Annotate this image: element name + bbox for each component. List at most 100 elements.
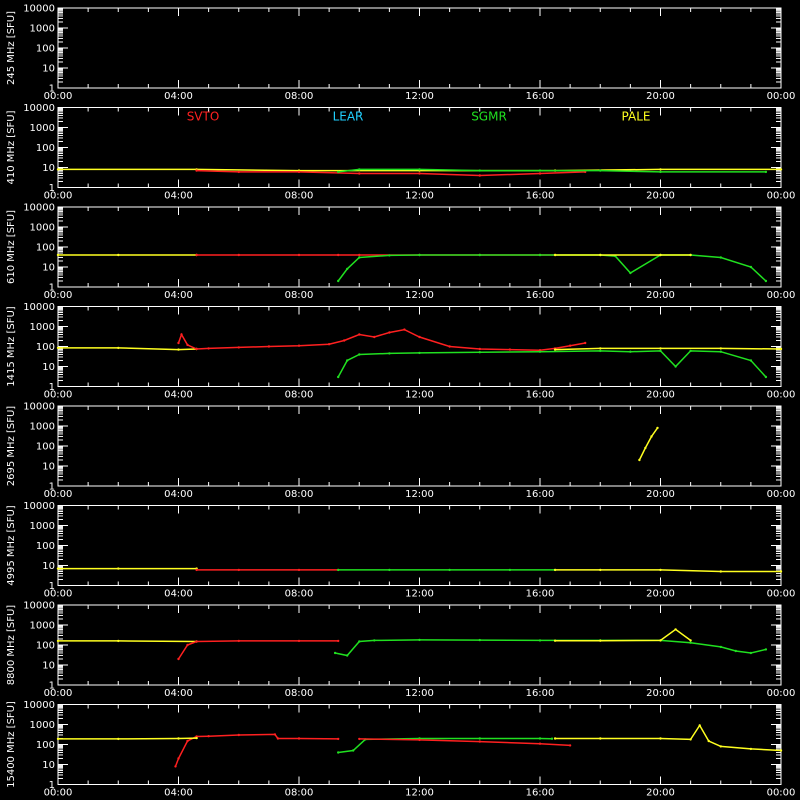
data-point-svto	[297, 737, 301, 740]
data-point-sgmr	[538, 253, 542, 257]
data-point-svto	[207, 735, 210, 738]
data-point-sgmr	[659, 349, 662, 353]
y-tick-label: 1000	[30, 322, 55, 333]
x-tick-label: 08:00	[285, 489, 314, 500]
x-tick-label: 20:00	[646, 688, 675, 699]
data-point-sgmr	[749, 265, 753, 269]
y-tick-label: 10	[42, 462, 55, 473]
y-tick-label: 100	[36, 44, 55, 55]
series-line-sgmr	[337, 254, 767, 282]
data-point-svto	[584, 341, 587, 345]
data-point-svto	[237, 639, 240, 643]
data-point-pale	[177, 737, 180, 740]
y-tick-label: 1	[49, 183, 55, 194]
data-point-svto	[297, 344, 301, 347]
y-tick-label: 10	[42, 64, 55, 75]
data-point-svto	[538, 172, 542, 175]
data-point-pale	[553, 348, 557, 351]
data-point-sgmr	[478, 169, 481, 172]
data-point-svto	[538, 742, 542, 745]
y-tick-label: 1	[49, 780, 55, 791]
panel-frame	[57, 505, 782, 586]
x-tick-label: 00:00	[44, 191, 73, 202]
x-tick-label: 12:00	[405, 688, 434, 699]
data-point-pale	[56, 253, 60, 257]
y-tick-label: 100	[36, 641, 55, 652]
x-tick-label: 12:00	[405, 91, 434, 102]
data-point-svto	[418, 172, 421, 175]
x-tick-label: 08:00	[285, 788, 314, 799]
y-tick-label: 10	[42, 362, 55, 373]
data-point-pale	[56, 567, 60, 570]
x-tick-label: 04:00	[164, 489, 193, 500]
data-point-sgmr	[346, 654, 349, 657]
data-point-svto	[237, 568, 240, 572]
data-point-sgmr	[337, 751, 340, 754]
data-point-pale	[779, 570, 783, 573]
data-point-sgmr	[418, 168, 421, 171]
data-point-sgmr	[629, 271, 632, 275]
data-point-pale	[659, 253, 662, 257]
x-tick-label: 16:00	[526, 191, 555, 202]
data-point-sgmr	[674, 365, 677, 368]
series-line-sgmr	[337, 350, 767, 378]
data-point-pale	[659, 568, 662, 572]
x-tick-label: 00:00	[767, 688, 796, 699]
y-tick-label: 10	[42, 163, 55, 174]
data-point-pale	[56, 346, 60, 350]
data-point-pale	[599, 737, 602, 740]
y-tick-label: 1000	[30, 24, 55, 35]
data-point-svto	[267, 345, 271, 348]
x-tick-label: 20:00	[646, 489, 675, 500]
x-tick-label: 00:00	[767, 788, 796, 799]
data-point-sgmr	[508, 568, 512, 572]
data-point-pale	[553, 639, 557, 642]
data-point-svto	[403, 328, 406, 331]
data-point-pale	[650, 435, 653, 438]
data-point-pale	[599, 347, 602, 350]
x-tick-label: 00:00	[44, 390, 73, 401]
x-tick-label: 04:00	[164, 788, 193, 799]
data-point-pale	[719, 745, 722, 748]
y-tick-label: 1000	[30, 521, 55, 532]
series-line-svto	[177, 328, 586, 351]
legend-entry-svto: SVTO	[187, 110, 220, 124]
y-tick-label: 1000	[30, 720, 55, 731]
data-point-sgmr	[749, 651, 753, 655]
y-axis-label: 8800 MHz [SFU]	[6, 605, 17, 686]
y-tick-label: 100	[36, 541, 55, 552]
x-tick-label: 04:00	[164, 589, 193, 600]
y-tick-label: 1000	[30, 223, 55, 234]
data-point-svto	[478, 174, 481, 177]
y-tick-label: 1	[49, 84, 55, 95]
panel-frame	[57, 604, 782, 686]
data-point-svto	[237, 253, 240, 257]
y-tick-label: 10000	[23, 402, 55, 413]
data-point-pale	[707, 739, 710, 743]
data-point-sgmr	[337, 170, 340, 174]
data-point-sgmr	[358, 168, 361, 171]
x-tick-label: 08:00	[285, 688, 314, 699]
y-tick-label: 100	[36, 342, 55, 353]
data-point-pale	[698, 724, 701, 727]
series-line-sgmr	[334, 639, 767, 657]
data-point-svto	[388, 331, 391, 334]
x-tick-label: 08:00	[285, 589, 314, 600]
x-tick-label: 00:00	[44, 290, 73, 301]
data-point-sgmr	[689, 641, 692, 644]
data-point-sgmr	[478, 351, 481, 354]
data-point-sgmr	[337, 568, 340, 572]
series-line-sgmr	[338, 168, 766, 173]
y-tick-label: 1	[49, 581, 55, 592]
data-point-svto	[327, 343, 331, 346]
x-tick-label: 00:00	[767, 589, 796, 600]
data-point-pale	[689, 738, 692, 741]
data-point-sgmr	[719, 256, 722, 259]
panel-frame	[57, 704, 782, 785]
y-tick-label: 10	[42, 263, 55, 274]
x-tick-label: 04:00	[164, 688, 193, 699]
y-tick-label: 1	[49, 382, 55, 393]
y-axis-label: 610 MHz [SFU]	[6, 210, 17, 284]
series-line-pale	[638, 427, 659, 461]
x-tick-label: 08:00	[285, 390, 314, 401]
